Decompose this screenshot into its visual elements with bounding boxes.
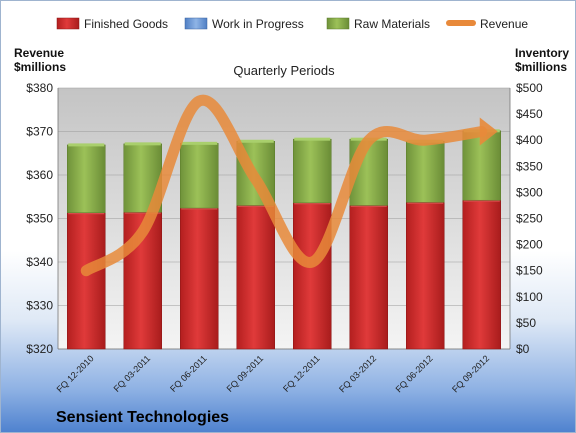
bar-raw-materials	[180, 143, 219, 209]
chart-title: Quarterly Periods	[233, 63, 335, 78]
left-axis-title-line1: Revenue	[14, 46, 64, 60]
left-tick-label: $350	[26, 212, 53, 226]
right-axis-ticks: $0 $50 $100 $150 $200 $250 $300 $350 $400 $450 $50…	[516, 81, 543, 356]
left-tick-label: $320	[26, 342, 53, 356]
x-axis-ticks: FQ 12-2010 FQ 03-2011 FQ 06-2011 FQ 09-2011…	[55, 353, 492, 394]
right-tick-label: $250	[516, 212, 543, 226]
bar-raw-materials	[293, 138, 332, 204]
x-tick-label: FQ 09-2011	[225, 353, 266, 394]
left-tick-label: $340	[26, 255, 53, 269]
right-tick-label: $50	[516, 316, 536, 330]
revenue-line	[80, 94, 488, 277]
left-axis-ticks: $320 $330 $340 $350 $360 $370 $380	[26, 81, 53, 356]
right-tick-label: $300	[516, 185, 543, 199]
bar-raw-materials	[406, 140, 445, 203]
right-tick-label: $150	[516, 264, 543, 278]
right-tick-label: $400	[516, 133, 543, 147]
bar-raw-materials	[67, 144, 106, 214]
legend-label-finished-goods: Finished Goods	[84, 17, 168, 31]
bar-finished-goods	[462, 199, 501, 350]
legend-item-finished-goods: Finished Goods	[56, 17, 168, 31]
x-tick-label: FQ 12-2011	[281, 353, 322, 394]
x-tick-label: FQ 03-2011	[112, 353, 153, 394]
legend-item-work-in-progress: Work in Progress	[184, 17, 304, 31]
x-tick-label: FQ 12-2010	[55, 353, 96, 394]
left-tick-label: $370	[26, 125, 53, 139]
right-tick-label: $100	[516, 290, 543, 304]
legend-label-revenue: Revenue	[480, 17, 528, 31]
x-tick-label: FQ 03-2012	[337, 353, 378, 394]
right-tick-label: $200	[516, 238, 543, 252]
revenue-line-group	[80, 94, 498, 277]
left-tick-label: $380	[26, 81, 53, 95]
right-axis-title-line2: $millions	[515, 60, 567, 74]
bar-finished-goods	[180, 207, 219, 350]
legend-swatch-finished-goods	[56, 17, 80, 30]
bar-raw-materials-cap	[237, 139, 274, 143]
legend-label-work-in-progress: Work in Progress	[212, 17, 304, 31]
legend-swatch-raw-materials	[326, 17, 350, 30]
bar-finished-goods	[293, 202, 332, 350]
left-tick-label: $330	[26, 299, 53, 313]
bar-raw-materials-cap	[294, 137, 331, 141]
right-tick-label: $500	[516, 81, 543, 95]
x-tick-label: FQ 09-2012	[450, 353, 491, 394]
bar-finished-goods	[67, 212, 106, 350]
legend-swatch-work-in-progress	[184, 17, 208, 30]
bar-raw-materials-cap	[124, 142, 161, 146]
left-axis-title-line2: $millions	[14, 60, 66, 74]
bar-finished-goods	[236, 205, 275, 350]
bar-raw-materials-cap	[181, 141, 218, 145]
right-tick-label: $450	[516, 107, 543, 121]
company-name: Sensient Technologies	[56, 409, 229, 426]
x-tick-label: FQ 06-2011	[168, 353, 209, 394]
left-tick-label: $360	[26, 168, 53, 182]
legend-label-raw-materials: Raw Materials	[354, 17, 430, 31]
right-tick-label: $0	[516, 342, 530, 356]
right-axis-title-line1: Inventory	[515, 46, 569, 60]
legend-item-raw-materials: Raw Materials	[326, 17, 430, 31]
legend-item-revenue: Revenue	[446, 17, 528, 31]
x-tick-label: FQ 06-2012	[394, 353, 435, 394]
revenue-line-arrowhead	[479, 117, 498, 146]
legend: Finished Goods Work in Progress Raw Mate…	[56, 17, 528, 31]
bar-raw-materials-cap	[68, 143, 105, 147]
bar-finished-goods	[349, 205, 388, 350]
bar-finished-goods	[406, 202, 445, 350]
right-tick-label: $350	[516, 159, 543, 173]
